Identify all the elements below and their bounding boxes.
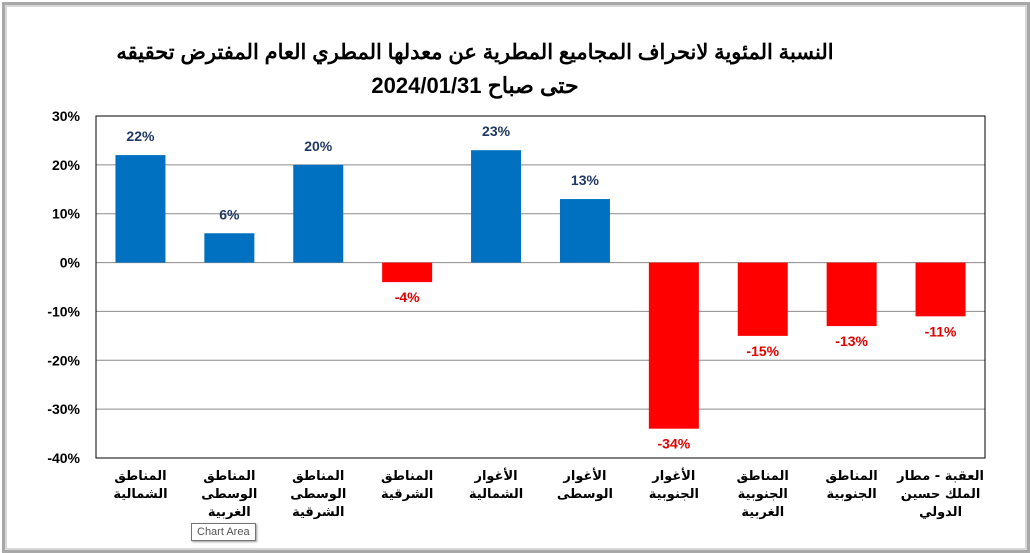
bar (826, 262, 877, 327)
x-tick-label: الجنوبية (649, 487, 699, 502)
x-tick-label: المناطق (203, 469, 255, 484)
y-tick-label: -40% (47, 450, 80, 466)
y-tick-label: 10% (52, 206, 81, 222)
bar (737, 262, 788, 336)
data-label: -15% (746, 343, 779, 359)
bar (382, 262, 433, 283)
data-label: 23% (482, 123, 511, 139)
x-tick-label: الغربية (741, 505, 784, 520)
x-tick-label: الوسطى (201, 487, 257, 502)
y-tick-label: 20% (52, 157, 81, 173)
x-tick-label: الوسطى (557, 487, 613, 502)
bar (293, 164, 344, 263)
data-label: -34% (658, 436, 691, 452)
y-tick-label: -30% (47, 401, 80, 417)
tooltip: Chart Area (191, 523, 256, 541)
x-tick-label: الملك حسين (901, 487, 981, 502)
chart-title: النسبة المئوية لانحراف المجاميع المطرية … (116, 41, 834, 64)
x-tick-label: الشرقية (381, 487, 433, 502)
data-label: -4% (395, 289, 420, 305)
bar (915, 262, 966, 317)
bar (204, 233, 255, 263)
bar (559, 199, 610, 263)
data-label: 13% (571, 172, 600, 188)
x-tick-label: المناطق (114, 469, 166, 484)
data-label: 6% (219, 206, 240, 222)
y-tick-label: -10% (47, 303, 80, 319)
plot-area (95, 115, 986, 459)
y-tick-label: 30% (52, 108, 81, 124)
x-tick-label: الأغوار (473, 467, 517, 484)
x-tick-label: العقبة - مطار (896, 469, 984, 484)
bar (648, 262, 699, 429)
x-tick-label: الجنوبية (738, 487, 788, 502)
x-tick-label: الدولي (919, 505, 962, 520)
y-tick-label: -20% (47, 352, 80, 368)
x-tick-label: المناطق (381, 469, 433, 484)
bar (471, 150, 522, 263)
x-tick-label: الوسطى (290, 487, 346, 502)
chart-subtitle: حتى صباح 2024/01/31 (371, 73, 579, 98)
x-tick-label: الشمالية (469, 487, 523, 502)
data-label: 20% (304, 138, 333, 154)
x-tick-label: الجنوبية (827, 487, 877, 502)
x-tick-label: الشمالية (113, 487, 167, 502)
x-tick-label: المناطق (292, 469, 344, 484)
y-tick-label: 0% (60, 255, 81, 271)
x-tick-label: الأغوار (562, 467, 606, 484)
data-label: -11% (925, 323, 957, 339)
data-label: -13% (835, 333, 868, 349)
bar (115, 155, 166, 263)
x-tick-label: المناطق (737, 469, 789, 484)
x-tick-label: الغربية (208, 505, 251, 520)
data-label: 22% (126, 128, 155, 144)
x-tick-label: الشرقية (292, 505, 344, 520)
x-tick-label: المناطق (826, 469, 878, 484)
x-tick-label: الأغوار (651, 467, 695, 484)
